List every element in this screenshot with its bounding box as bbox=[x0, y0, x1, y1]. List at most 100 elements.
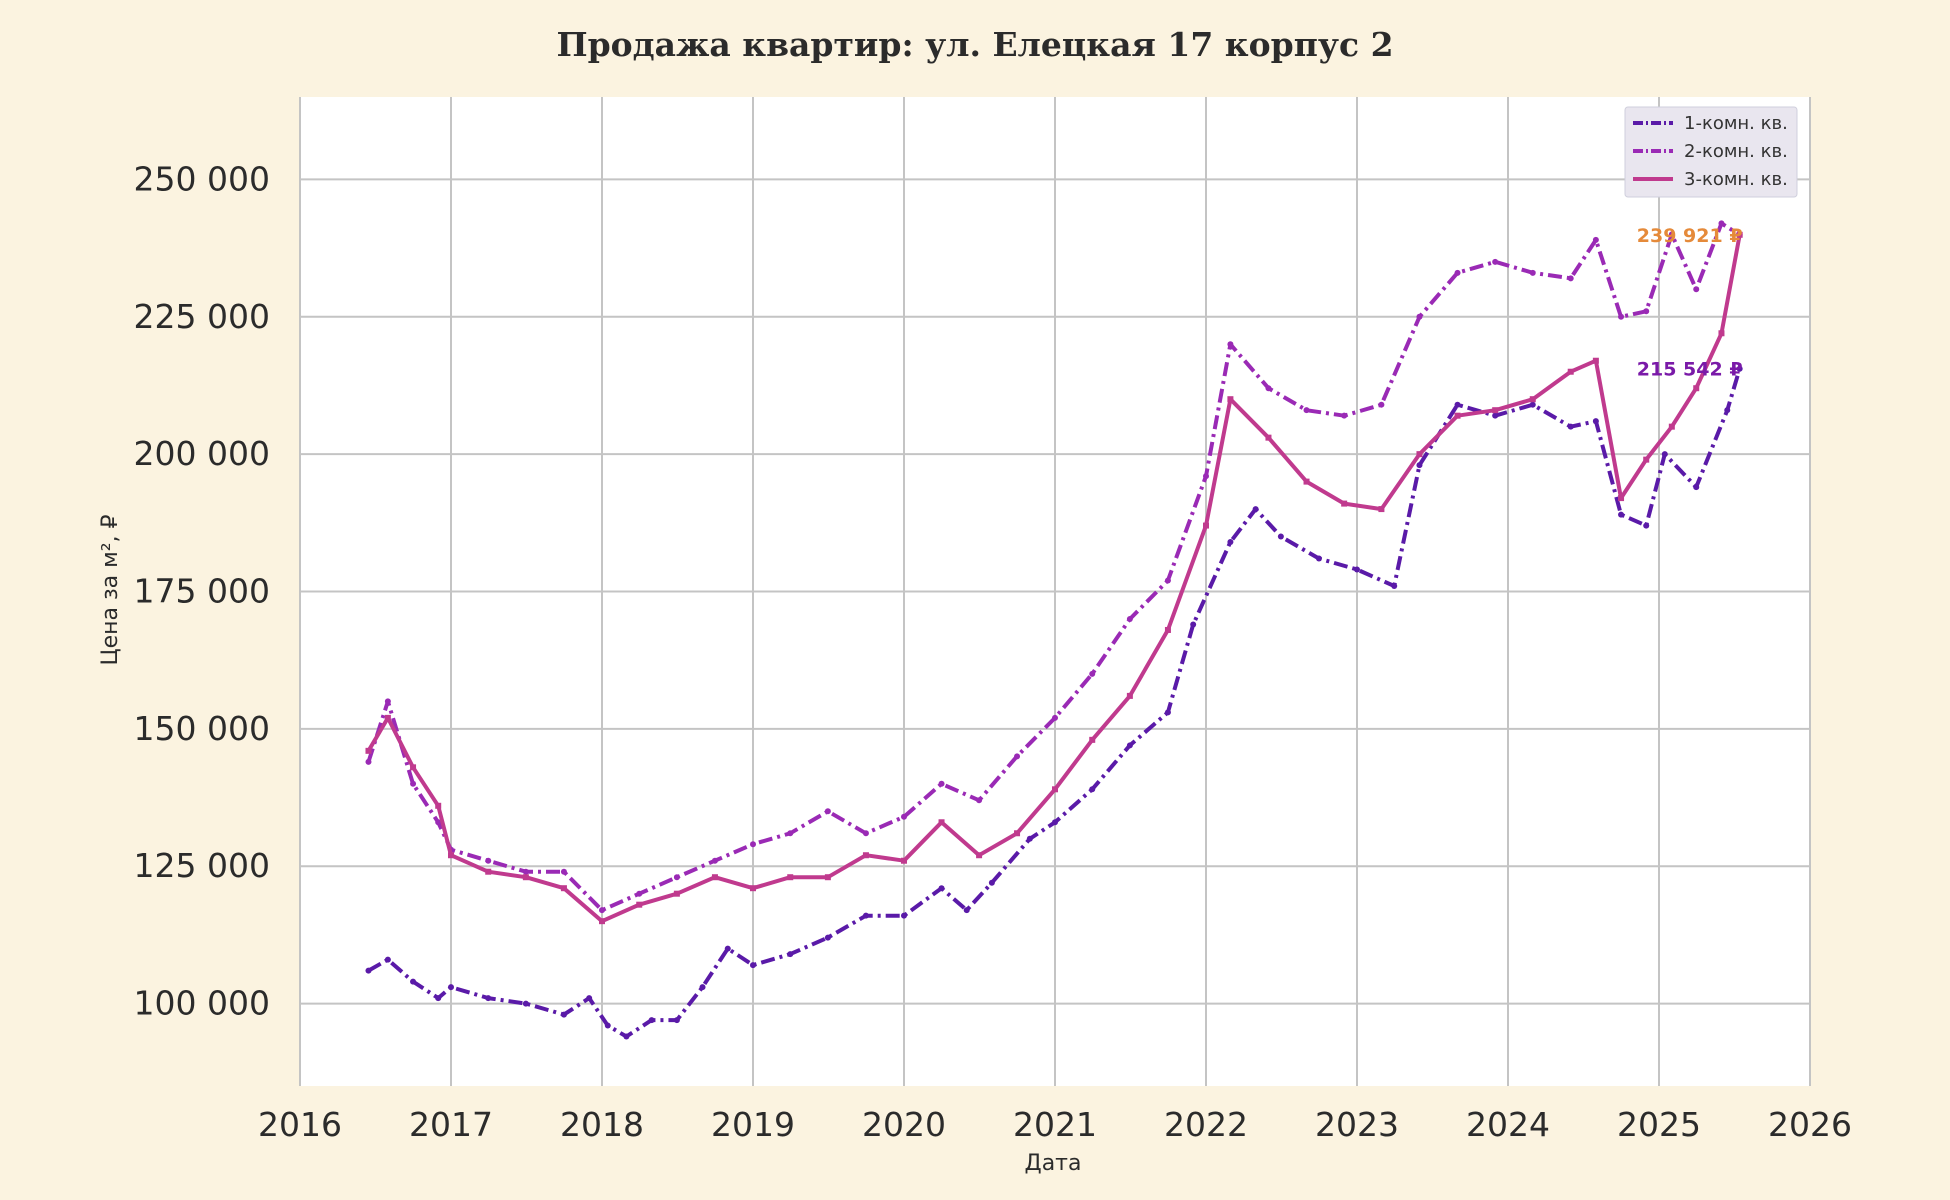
data-point bbox=[976, 797, 983, 804]
data-point bbox=[901, 857, 907, 864]
data-point bbox=[1693, 484, 1700, 491]
data-point bbox=[1454, 401, 1461, 408]
data-point bbox=[448, 852, 454, 859]
data-point bbox=[1661, 451, 1668, 458]
data-point bbox=[901, 912, 907, 919]
data-point bbox=[1529, 401, 1536, 408]
data-point bbox=[1341, 500, 1348, 507]
data-point bbox=[673, 890, 680, 897]
value-annotation: 239 921 ₽ bbox=[1637, 225, 1743, 247]
data-point bbox=[1052, 819, 1058, 826]
data-point bbox=[1492, 407, 1499, 414]
data-point bbox=[787, 951, 794, 958]
data-point bbox=[976, 852, 983, 859]
x-tick-label: 2020 bbox=[862, 1105, 946, 1144]
data-point bbox=[1052, 786, 1058, 793]
data-point bbox=[862, 912, 869, 919]
data-point bbox=[384, 714, 391, 721]
data-point bbox=[365, 758, 372, 765]
data-point bbox=[1378, 506, 1385, 513]
data-point bbox=[636, 890, 643, 897]
data-point bbox=[1668, 423, 1675, 430]
legend-label: 1-комн. кв. bbox=[1684, 113, 1788, 134]
y-tick-label: 150 000 bbox=[134, 709, 270, 748]
legend-box bbox=[1624, 106, 1798, 198]
data-point bbox=[824, 934, 831, 941]
data-point bbox=[435, 802, 442, 809]
legend-label: 2-комн. кв. bbox=[1684, 141, 1788, 162]
data-point bbox=[711, 874, 718, 881]
data-point bbox=[1126, 692, 1133, 699]
data-point bbox=[1052, 714, 1058, 721]
data-point bbox=[1026, 835, 1033, 842]
value-annotation: 215 542 ₽ bbox=[1637, 359, 1743, 381]
data-point bbox=[938, 819, 945, 826]
data-point bbox=[1592, 357, 1599, 364]
data-point bbox=[1252, 506, 1259, 513]
data-point bbox=[1303, 478, 1310, 485]
legend: 1-комн. кв. 2-комн. кв. 3-комн. кв. bbox=[1624, 106, 1798, 198]
y-tick-label: 225 000 bbox=[134, 297, 270, 336]
data-point bbox=[787, 830, 794, 837]
data-point bbox=[623, 1033, 630, 1040]
data-point bbox=[1303, 407, 1310, 414]
data-point bbox=[750, 841, 756, 848]
data-point bbox=[485, 868, 492, 875]
x-axis-label: Дата bbox=[1025, 1151, 1082, 1176]
data-point bbox=[1718, 220, 1725, 227]
data-point bbox=[1643, 308, 1650, 315]
data-point bbox=[988, 879, 995, 886]
x-tick-label: 2017 bbox=[409, 1105, 493, 1144]
y-tick-label: 175 000 bbox=[134, 572, 270, 611]
data-point bbox=[938, 885, 945, 892]
data-point bbox=[410, 978, 417, 985]
data-point bbox=[1203, 522, 1209, 529]
data-point bbox=[1341, 412, 1348, 419]
data-point bbox=[485, 995, 492, 1002]
data-point bbox=[1014, 753, 1021, 760]
data-point bbox=[1567, 368, 1574, 375]
y-axis-label: Цена за м², ₽ bbox=[98, 514, 123, 665]
y-tick-label: 125 000 bbox=[134, 846, 270, 885]
data-point bbox=[384, 698, 391, 705]
data-point bbox=[1454, 412, 1461, 419]
data-point bbox=[750, 885, 756, 892]
series-3 bbox=[365, 231, 1743, 925]
data-point bbox=[901, 813, 907, 820]
data-point bbox=[1736, 231, 1743, 238]
data-point bbox=[750, 962, 756, 969]
x-tick-label: 2024 bbox=[1466, 1105, 1550, 1144]
data-point bbox=[1164, 577, 1171, 584]
data-point bbox=[410, 764, 417, 771]
data-point bbox=[1416, 313, 1423, 320]
x-tick-label: 2021 bbox=[1013, 1105, 1097, 1144]
data-point bbox=[1014, 830, 1021, 837]
data-point bbox=[1618, 313, 1625, 320]
data-point bbox=[560, 868, 567, 875]
y-tick-label: 250 000 bbox=[134, 159, 270, 198]
data-point bbox=[824, 808, 831, 815]
data-point bbox=[1126, 615, 1133, 622]
data-point bbox=[1354, 566, 1360, 573]
data-point bbox=[1693, 286, 1700, 293]
data-point bbox=[1089, 670, 1096, 677]
data-point bbox=[365, 967, 372, 974]
data-point bbox=[1693, 385, 1700, 392]
data-point bbox=[724, 945, 731, 952]
data-point bbox=[1724, 407, 1731, 414]
data-point bbox=[522, 868, 529, 875]
data-point bbox=[673, 874, 680, 881]
data-point bbox=[586, 995, 593, 1002]
data-point bbox=[862, 852, 869, 859]
data-point bbox=[604, 1022, 611, 1029]
data-point bbox=[1416, 462, 1423, 469]
data-point bbox=[1618, 495, 1625, 502]
x-tick-label: 2026 bbox=[1768, 1105, 1852, 1144]
data-point bbox=[1592, 418, 1599, 425]
data-point bbox=[522, 1000, 529, 1007]
data-point bbox=[1492, 412, 1499, 419]
x-tick-label: 2016 bbox=[258, 1105, 342, 1144]
data-point bbox=[448, 984, 454, 991]
